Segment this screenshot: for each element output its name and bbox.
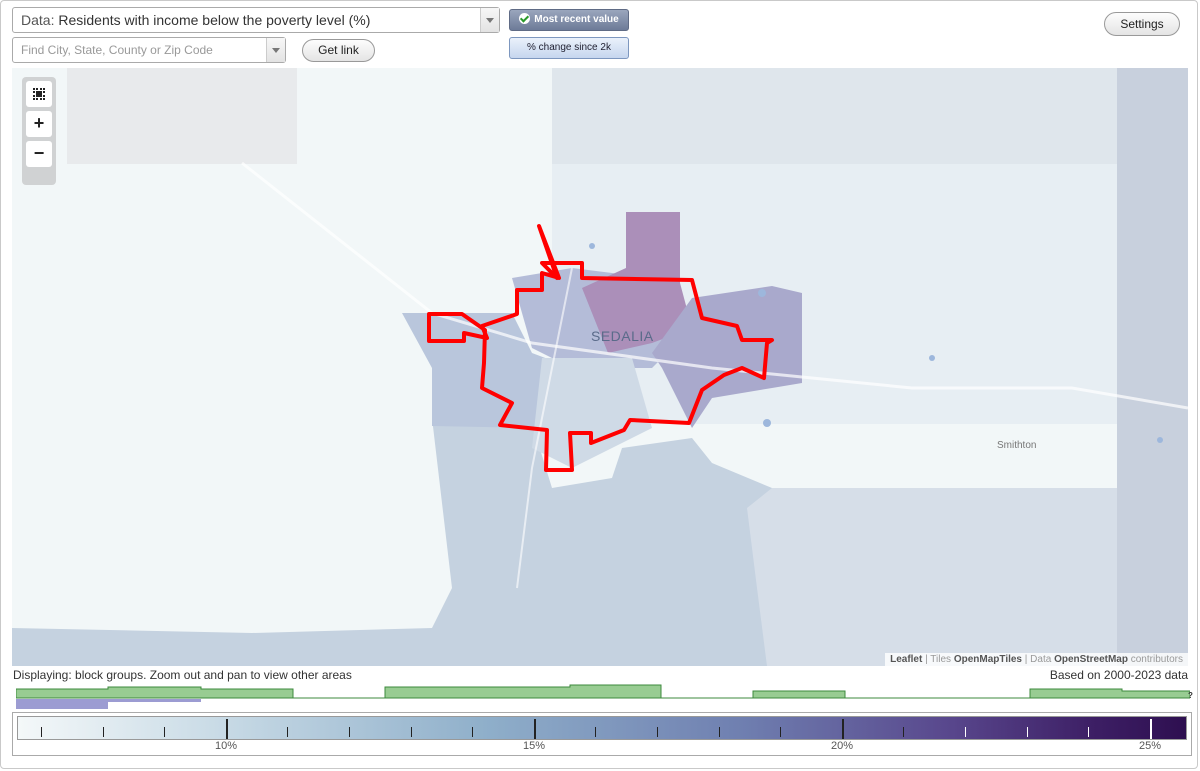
- major-tick: [1150, 719, 1152, 739]
- color-scale: 10% 15% 20% 25%: [12, 712, 1192, 756]
- minor-tick: [595, 727, 596, 737]
- minor-tick: [349, 727, 350, 737]
- minor-tick: [41, 727, 42, 737]
- histogram-bars: [16, 684, 1190, 699]
- region-northeast: [552, 68, 1188, 164]
- map-attribution: Leaflet | Tiles OpenMapTiles | Data Open…: [885, 653, 1188, 666]
- lake: [589, 243, 595, 249]
- major-tick: [842, 719, 844, 739]
- minor-tick: [164, 727, 165, 737]
- scale-label-25: 25%: [1138, 740, 1162, 752]
- north-south-road: [516, 267, 573, 589]
- leaflet-link[interactable]: Leaflet: [890, 654, 923, 665]
- lake: [758, 289, 766, 297]
- most-recent-value-label: Most recent value: [534, 14, 619, 25]
- minor-tick: [657, 727, 658, 737]
- lake: [763, 419, 771, 427]
- region-east-strip: [1117, 68, 1188, 666]
- minor-tick: [287, 727, 288, 737]
- data-select[interactable]: Data: Residents with income below the po…: [12, 7, 500, 33]
- minor-tick: [903, 727, 904, 737]
- minor-tick: [1088, 727, 1089, 737]
- data-select-value: Residents with income below the poverty …: [58, 12, 371, 28]
- minor-tick: [411, 727, 412, 737]
- zoom-in-button[interactable]: +: [26, 111, 52, 137]
- unknown-marker: ?: [1188, 691, 1193, 700]
- scale-label-10: 10%: [214, 740, 238, 752]
- map-layer: [12, 68, 1188, 666]
- zoom-control: + −: [22, 77, 56, 185]
- block-group-south-center: [532, 358, 652, 468]
- region-northwest: [67, 68, 297, 164]
- openmaptiles-link[interactable]: OpenMapTiles: [953, 654, 1022, 665]
- scale-label-15: 15%: [522, 740, 546, 752]
- major-tick: [226, 719, 228, 739]
- histogram-selected-bar: [108, 699, 201, 702]
- town-label: Smithton: [997, 440, 1037, 451]
- attribution-sep1: | Tiles: [922, 654, 954, 665]
- minor-tick: [965, 727, 966, 737]
- histogram-selected-bar: [16, 699, 108, 709]
- major-tick: [534, 719, 536, 739]
- block-group-east: [652, 286, 802, 428]
- chevron-down-icon[interactable]: [480, 8, 499, 32]
- minor-tick: [719, 727, 720, 737]
- city-boundary: [427, 224, 774, 472]
- attribution-sep2: | Data: [1022, 654, 1055, 665]
- displaying-status: Displaying: block groups. Zoom out and p…: [13, 668, 352, 682]
- distribution-histogram: [16, 684, 1190, 709]
- zoom-out-button[interactable]: −: [26, 141, 52, 167]
- color-scale-bar[interactable]: [17, 716, 1187, 740]
- lake: [1157, 437, 1163, 443]
- minor-tick: [103, 727, 104, 737]
- openstreetmap-link[interactable]: OpenStreetMap: [1054, 654, 1128, 665]
- fullscreen-icon[interactable]: [26, 81, 52, 107]
- minor-tick: [1027, 727, 1028, 737]
- scale-label-20: 20%: [830, 740, 854, 752]
- lake: [929, 355, 935, 361]
- find-location-placeholder: Find City, State, County or Zip Code: [21, 43, 213, 57]
- map-canvas[interactable]: + − SEDALIA Smithton Leaflet | Tiles Ope…: [12, 68, 1188, 666]
- find-location-input[interactable]: Find City, State, County or Zip Code: [12, 37, 286, 63]
- most-recent-value-toggle[interactable]: Most recent value: [509, 9, 629, 31]
- attribution-contributors: contributors: [1127, 654, 1183, 665]
- block-group-north-high: [582, 212, 692, 353]
- get-link-button[interactable]: Get link: [302, 39, 375, 62]
- region-southeast: [747, 488, 1117, 666]
- percent-change-toggle[interactable]: % change since 2k: [509, 37, 629, 59]
- based-on-status: Based on 2000-2023 data: [1049, 668, 1188, 682]
- chevron-down-icon[interactable]: [266, 38, 285, 62]
- data-select-prefix: Data:: [21, 12, 55, 28]
- settings-button[interactable]: Settings: [1104, 12, 1180, 36]
- checkmark-icon: [519, 13, 531, 24]
- minor-tick: [780, 727, 781, 737]
- minor-tick: [472, 727, 473, 737]
- city-label: SEDALIA: [591, 328, 654, 344]
